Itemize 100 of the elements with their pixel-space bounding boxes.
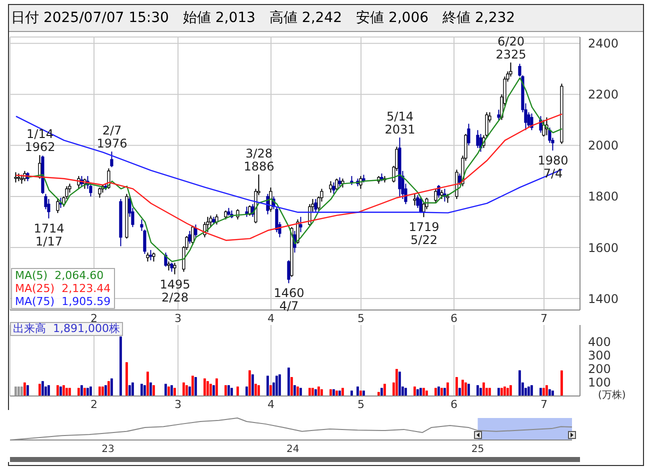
- candlestick: [542, 119, 546, 138]
- candlestick: [98, 187, 102, 198]
- annotation: 2/7 1976: [96, 124, 128, 151]
- candlestick: [56, 198, 60, 214]
- bar: [228, 385, 230, 396]
- y-tick-label: 2400: [588, 36, 619, 51]
- bar: [42, 381, 44, 396]
- bar: [254, 384, 257, 396]
- bar: [482, 382, 485, 396]
- bar: [420, 388, 422, 396]
- bar: [174, 388, 176, 396]
- bar: [20, 386, 23, 396]
- candlestick: [335, 178, 338, 191]
- bar: [150, 382, 152, 396]
- bar: [314, 389, 317, 396]
- x-tick-label: 25: [471, 444, 484, 456]
- candlestick: [332, 182, 336, 194]
- bar: [108, 381, 110, 396]
- bar: [350, 390, 353, 396]
- text: 始値 2,013: [182, 9, 256, 27]
- bar: [312, 388, 314, 396]
- bar: [320, 389, 323, 396]
- x-tick-label: 3: [174, 398, 182, 411]
- annotation: 1495 2/28: [160, 277, 190, 304]
- annotation: 1460 4/7: [274, 286, 304, 314]
- bar: [110, 378, 113, 396]
- bar: [78, 388, 80, 396]
- bar: [188, 386, 191, 396]
- bar: [290, 377, 293, 396]
- bar: [270, 385, 272, 396]
- bar: [500, 388, 503, 396]
- bar: [288, 368, 290, 396]
- bar: [530, 385, 533, 396]
- x-tick-label: 6: [450, 312, 458, 325]
- bar: [230, 388, 233, 396]
- candlestick: [413, 193, 416, 206]
- x-tick-label: 23: [102, 444, 114, 456]
- bar: [18, 386, 20, 396]
- bar: [170, 385, 173, 396]
- annotation: 6/20 2325: [496, 34, 526, 62]
- bar: [336, 390, 338, 396]
- bar: [186, 385, 188, 396]
- bar: [548, 389, 551, 396]
- text: 終値 2,232: [442, 9, 516, 27]
- bar: [24, 382, 26, 396]
- text: 高値 2,242: [269, 9, 342, 27]
- y-tick-label: 2200: [588, 88, 619, 102]
- bar: [498, 388, 500, 396]
- bar: [378, 392, 380, 396]
- candlestick: [329, 180, 332, 194]
- bar: [330, 389, 332, 396]
- bar: [56, 385, 59, 396]
- candlestick: [191, 225, 194, 246]
- candlestick: [194, 224, 198, 238]
- bar: [68, 388, 71, 396]
- chart-title: 出来高 1,891,000株: [10, 322, 123, 336]
- annotation: 1/14 1962: [24, 127, 56, 154]
- bar: [434, 388, 437, 396]
- bar: [14, 386, 17, 396]
- candlestick: [14, 172, 18, 183]
- bar: [560, 370, 563, 396]
- bar: [332, 389, 335, 396]
- bar: [258, 385, 260, 396]
- bar: [462, 380, 464, 396]
- bar: [132, 382, 134, 396]
- bar: [426, 390, 428, 396]
- bar: [212, 385, 215, 396]
- bar: [458, 388, 461, 396]
- bar: [194, 377, 197, 396]
- bar: [416, 389, 419, 396]
- x-tick-label: 3: [174, 312, 182, 325]
- candlestick: [299, 216, 302, 233]
- bar: [236, 386, 239, 396]
- text: MA(5) 2,064.60: [15, 269, 105, 282]
- bar: [380, 388, 383, 396]
- bar: [26, 385, 29, 396]
- bar: [204, 378, 206, 396]
- annotation: 1719 5/22: [408, 220, 440, 248]
- candlestick: [287, 260, 290, 284]
- bar: [552, 390, 554, 396]
- text: 安値 2,006: [356, 9, 429, 27]
- bar: [384, 384, 386, 396]
- bar: [102, 386, 104, 396]
- bar: [86, 388, 89, 396]
- bar: [90, 386, 92, 396]
- bar: [362, 390, 365, 396]
- bar: [444, 388, 446, 396]
- text: MA(25) 2,123.44: [15, 282, 111, 295]
- bar: [276, 376, 278, 396]
- bar: [246, 386, 248, 396]
- bar: [446, 382, 449, 396]
- bar: [164, 384, 167, 396]
- x-tick-label: 24: [286, 444, 300, 456]
- candlestick: [530, 113, 534, 131]
- y-tick-label: 400: [588, 335, 611, 350]
- candlestick: [434, 188, 438, 204]
- candlestick: [476, 130, 480, 148]
- annotation: 1714 1/17: [34, 221, 64, 248]
- candlestick: [188, 230, 192, 244]
- bar: [308, 388, 311, 396]
